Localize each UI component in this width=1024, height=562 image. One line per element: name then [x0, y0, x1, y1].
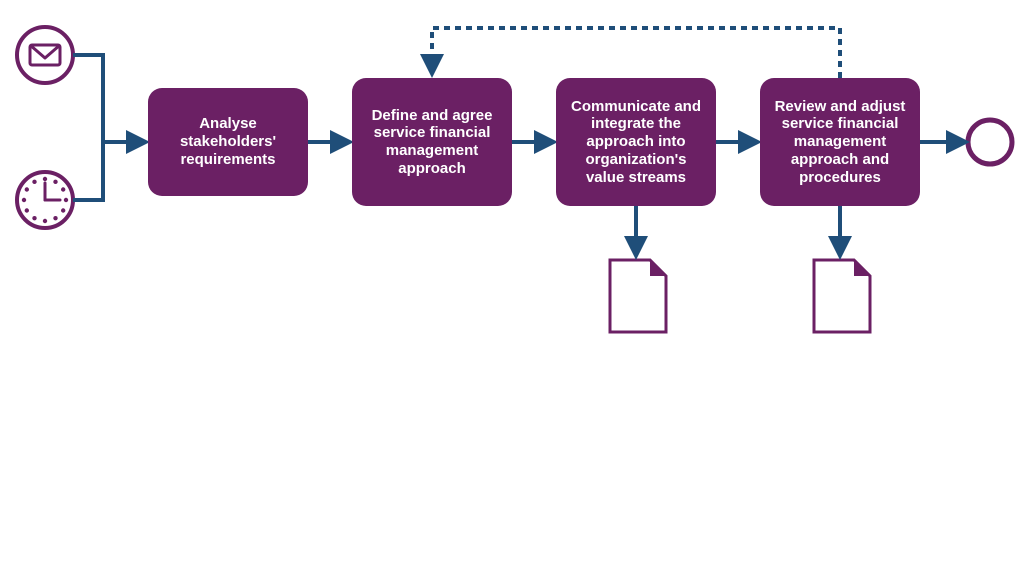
step-label: Communicate and integrate the approach i…	[566, 98, 706, 186]
flowchart-canvas: Analyse stakeholders' requirements Defin…	[0, 0, 1024, 562]
step-define-approach: Define and agree service financial manag…	[352, 78, 512, 206]
step-label: Analyse stakeholders' requirements	[158, 115, 298, 168]
step-communicate-integrate: Communicate and integrate the approach i…	[556, 78, 716, 206]
step-analyse-requirements: Analyse stakeholders' requirements	[148, 88, 308, 196]
step-label: Define and agree service financial manag…	[362, 107, 502, 178]
step-label: Review and adjust service financial mana…	[770, 98, 910, 186]
step-review-adjust: Review and adjust service financial mana…	[760, 78, 920, 206]
